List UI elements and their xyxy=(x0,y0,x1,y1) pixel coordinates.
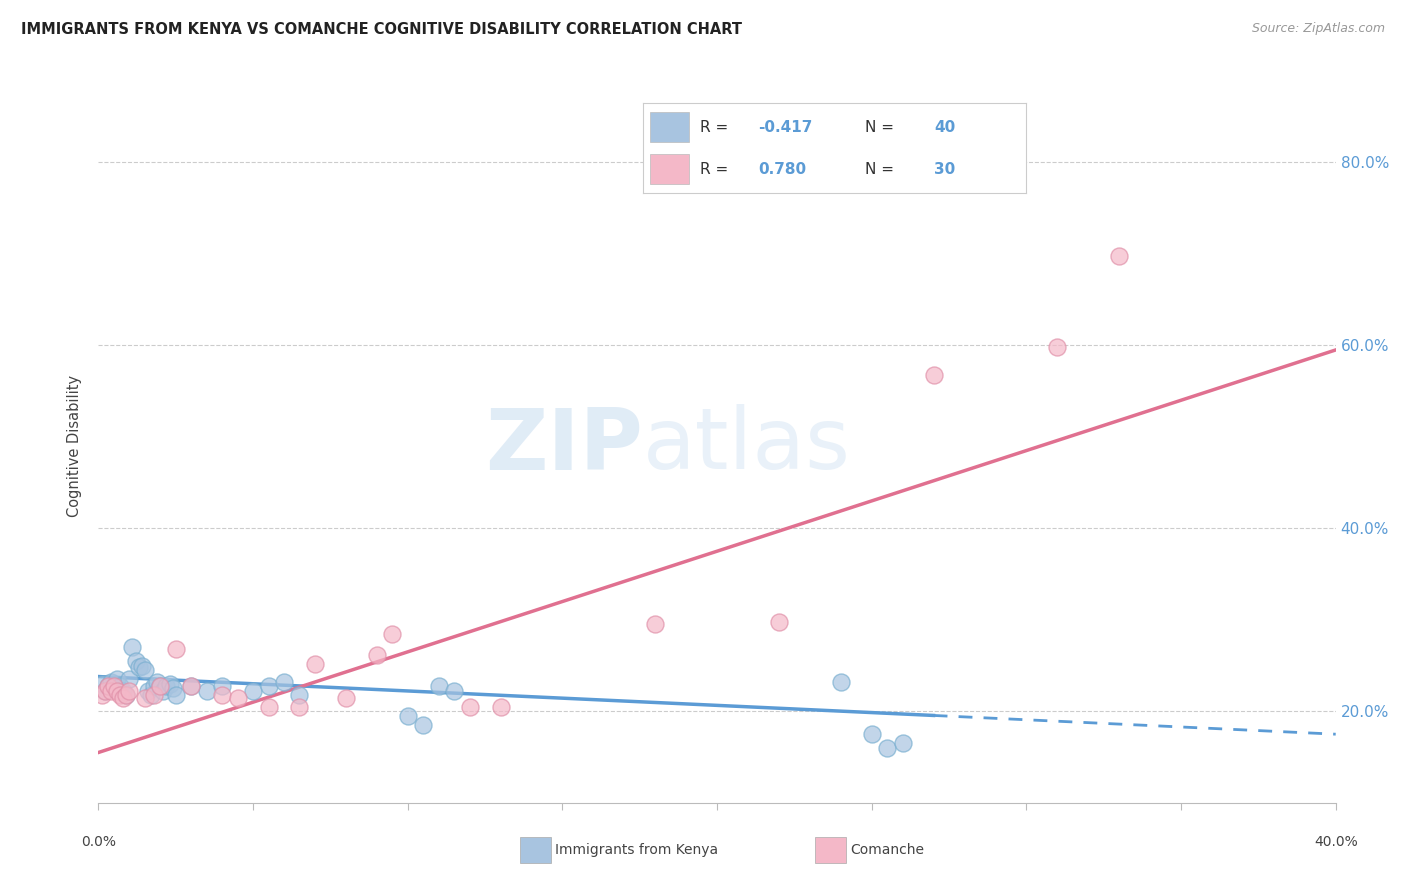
Point xyxy=(891,736,914,750)
Point xyxy=(152,684,174,698)
Point xyxy=(149,679,172,693)
Point xyxy=(108,679,131,693)
Point xyxy=(381,626,404,640)
Point xyxy=(257,679,280,693)
Point xyxy=(180,679,202,693)
Point xyxy=(149,679,172,693)
Point xyxy=(876,740,898,755)
Point xyxy=(180,679,202,693)
Point xyxy=(108,688,131,702)
Point xyxy=(118,673,141,687)
Point xyxy=(288,699,311,714)
Point xyxy=(396,709,419,723)
Point xyxy=(427,679,450,693)
Point xyxy=(159,677,181,691)
Text: Source: ZipAtlas.com: Source: ZipAtlas.com xyxy=(1251,22,1385,36)
Point xyxy=(143,679,166,693)
Point xyxy=(128,660,150,674)
Point xyxy=(90,688,112,702)
Point xyxy=(115,688,138,702)
Point xyxy=(165,688,187,702)
Point xyxy=(131,658,153,673)
Point xyxy=(366,648,388,662)
Point xyxy=(458,699,481,714)
Point xyxy=(830,675,852,690)
Point xyxy=(155,679,177,693)
Point xyxy=(162,681,184,696)
Point xyxy=(97,679,120,693)
Point xyxy=(124,654,146,668)
Text: 0.0%: 0.0% xyxy=(82,835,115,848)
Text: IMMIGRANTS FROM KENYA VS COMANCHE COGNITIVE DISABILITY CORRELATION CHART: IMMIGRANTS FROM KENYA VS COMANCHE COGNIT… xyxy=(21,22,742,37)
Point xyxy=(115,688,138,702)
Text: 40.0%: 40.0% xyxy=(1313,835,1358,848)
Point xyxy=(103,679,125,693)
Point xyxy=(165,642,187,657)
Point xyxy=(93,684,115,698)
Point xyxy=(90,677,112,691)
Point xyxy=(112,684,135,698)
Point xyxy=(118,684,141,698)
Point xyxy=(139,688,162,702)
Point xyxy=(768,615,790,629)
Point xyxy=(1046,340,1069,354)
Point xyxy=(100,684,122,698)
Point xyxy=(121,640,143,655)
Point xyxy=(103,681,125,696)
Y-axis label: Cognitive Disability: Cognitive Disability xyxy=(67,375,83,517)
Point xyxy=(412,718,434,732)
Point xyxy=(112,690,135,705)
Point xyxy=(242,684,264,698)
Point xyxy=(134,663,156,677)
Point xyxy=(304,657,326,671)
Point xyxy=(134,690,156,705)
Point xyxy=(860,727,883,741)
Point xyxy=(443,684,465,698)
Point xyxy=(143,688,166,702)
Point xyxy=(922,368,945,382)
Point xyxy=(105,673,128,687)
Point xyxy=(136,684,159,698)
Point xyxy=(257,699,280,714)
Point xyxy=(489,699,512,714)
Point xyxy=(146,675,169,690)
Point xyxy=(288,688,311,702)
Text: ZIP: ZIP xyxy=(485,404,643,488)
Text: atlas: atlas xyxy=(643,404,851,488)
Point xyxy=(195,684,218,698)
Point xyxy=(1108,249,1130,263)
Point xyxy=(335,690,357,705)
Text: Immigrants from Kenya: Immigrants from Kenya xyxy=(555,843,718,857)
Point xyxy=(211,688,233,702)
Point xyxy=(105,684,128,698)
Point xyxy=(226,690,249,705)
Point xyxy=(211,679,233,693)
Text: Comanche: Comanche xyxy=(851,843,925,857)
Point xyxy=(93,684,115,698)
Point xyxy=(97,679,120,693)
Point xyxy=(273,675,295,690)
Point xyxy=(644,617,666,632)
Point xyxy=(100,675,122,690)
